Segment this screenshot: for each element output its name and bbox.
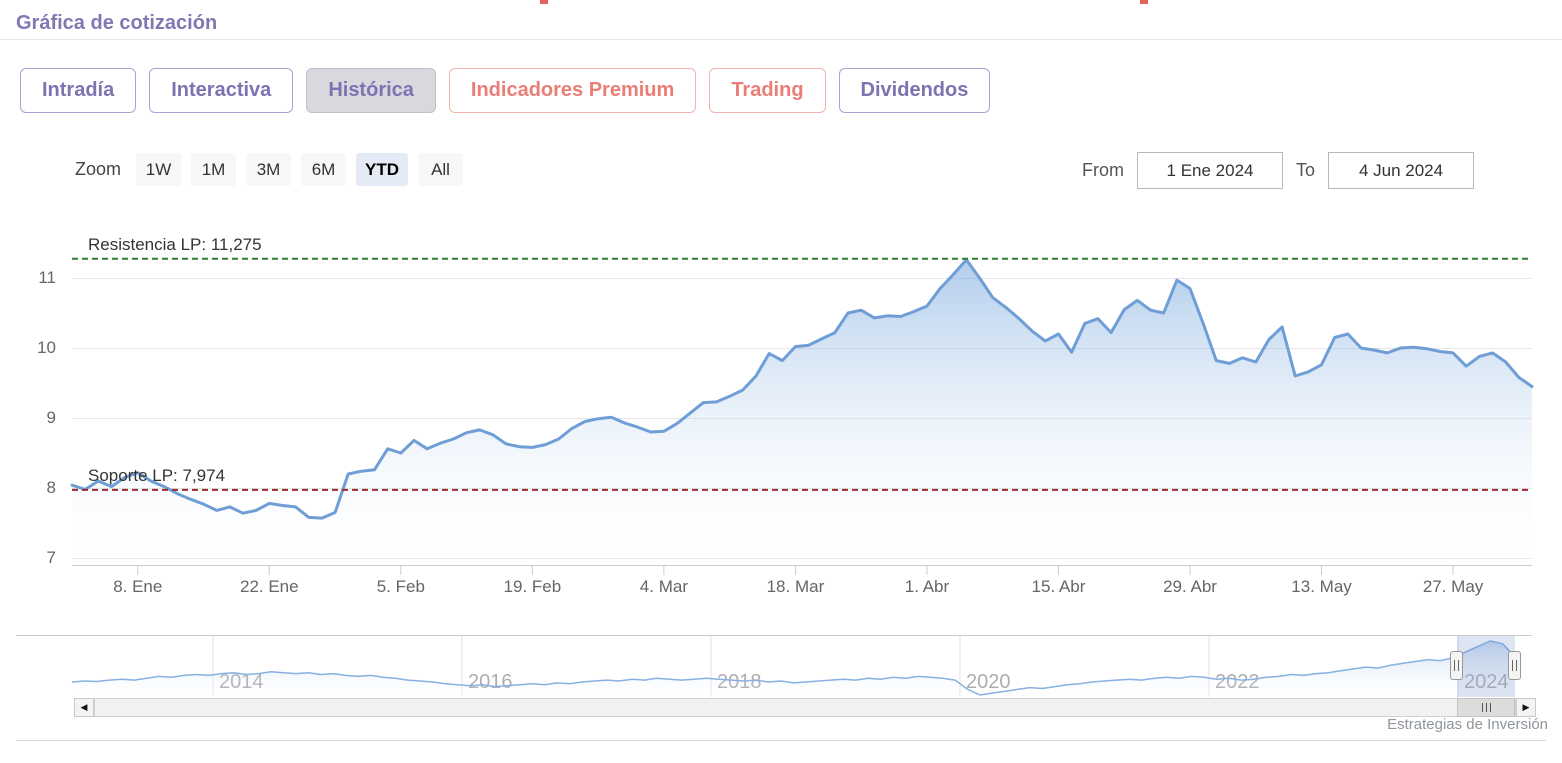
range-button-ytd[interactable]: YTD	[356, 153, 409, 186]
watermark: Estrategias de Inversión	[1387, 716, 1548, 733]
x-axis-label: 4. Mar	[639, 577, 688, 596]
chart-tabs: Intradía Interactiva Histórica Indicador…	[20, 68, 991, 113]
to-date-input[interactable]	[1328, 152, 1475, 189]
resistance-label: Resistencia LP: 11,275	[88, 234, 262, 254]
navigator-right-handle[interactable]	[1508, 651, 1521, 680]
x-axis-label: 18. Mar	[766, 577, 825, 596]
y-axis-label: 9	[46, 408, 56, 427]
x-axis-label: 15. Abr	[1031, 577, 1086, 596]
top-red-mark	[540, 0, 548, 4]
scroll-right-icon: ▶	[1522, 702, 1530, 712]
zoom-label: Zoom	[75, 159, 122, 179]
price-area	[72, 259, 1532, 565]
page-title: Gráfica de cotización	[16, 12, 218, 34]
bottom-divider	[16, 740, 1546, 741]
tab-indicadores-premium[interactable]: Indicadores Premium	[448, 68, 697, 113]
range-button-3m[interactable]: 3M	[246, 153, 292, 186]
navigator-selection-mask[interactable]	[1457, 636, 1515, 697]
x-axis-label: 27. May	[1422, 577, 1484, 596]
navigator-left-handle[interactable]	[1450, 651, 1463, 680]
year-label: 2020	[966, 671, 1011, 693]
x-axis-label: 29. Abr	[1163, 577, 1217, 596]
tab-intradia[interactable]: Intradía	[20, 68, 137, 113]
tab-trading[interactable]: Trading	[709, 68, 826, 113]
x-axis-label: 5. Feb	[376, 577, 425, 596]
scrollbar-track[interactable]	[94, 698, 1516, 717]
scrollbar-right-button[interactable]: ▶	[1516, 698, 1536, 717]
range-button-6m[interactable]: 6M	[301, 153, 347, 186]
y-axis-label: 7	[46, 548, 56, 567]
price-line	[70, 258, 1534, 520]
scroll-left-icon: ◀	[80, 702, 88, 712]
to-label: To	[1296, 160, 1316, 180]
navigator-area	[72, 641, 1515, 697]
from-label: From	[1082, 160, 1124, 180]
tab-dividendos[interactable]: Dividendos	[838, 68, 991, 113]
range-button-all[interactable]: All	[418, 153, 464, 186]
y-axis-label: 8	[46, 478, 56, 497]
x-axis-label: 8. Ene	[113, 577, 163, 596]
y-axis-label: 10	[37, 338, 56, 357]
title-divider	[0, 39, 1562, 40]
date-range-controls: From To	[1082, 152, 1475, 189]
x-axis-label: 1. Abr	[904, 577, 950, 596]
scrollbar-thumb[interactable]	[1457, 698, 1515, 717]
range-button-1m[interactable]: 1M	[191, 153, 237, 186]
tab-interactiva[interactable]: Interactiva	[149, 68, 294, 113]
x-axis-label: 19. Feb	[503, 577, 562, 596]
top-red-mark	[1140, 0, 1148, 4]
x-axis-label: 13. May	[1291, 577, 1352, 596]
y-axis-label: 11	[38, 268, 56, 287]
range-button-1w[interactable]: 1W	[136, 153, 182, 186]
tab-historica[interactable]: Histórica	[306, 68, 436, 113]
scrollbar-left-button[interactable]: ◀	[74, 698, 94, 717]
zoom-range-toolbar: Zoom 1W 1M 3M 6M YTD All	[75, 153, 464, 186]
support-label: Soporte LP: 7,974	[88, 465, 226, 485]
navigator-line	[71, 640, 1516, 696]
x-axis-label: 22. Ene	[239, 577, 299, 596]
from-date-input[interactable]	[1137, 152, 1283, 189]
